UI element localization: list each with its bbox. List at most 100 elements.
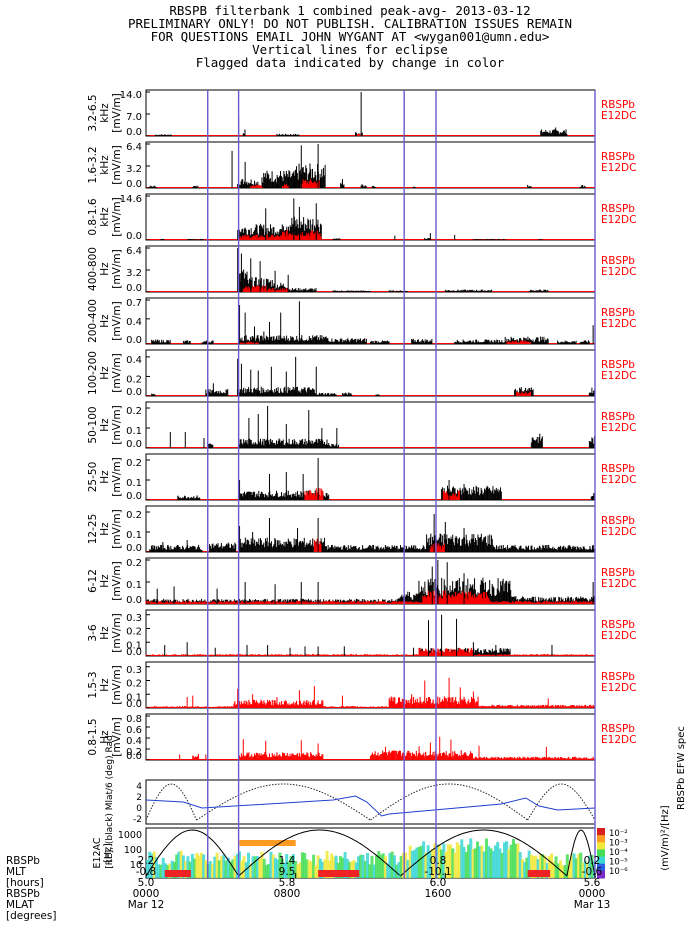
y-axis-label: Hz bbox=[99, 418, 111, 432]
panel-frame bbox=[145, 193, 596, 241]
y-tick-label: 3.2 bbox=[126, 268, 142, 279]
instrument-label: E12DC bbox=[601, 162, 636, 174]
instrument-label: RBSPb bbox=[601, 567, 635, 579]
y-axis-label: [mV/m] bbox=[111, 145, 123, 184]
panel-frame bbox=[145, 557, 596, 605]
instrument-label: E12DC bbox=[601, 422, 636, 434]
y-tick-label: 0.2 bbox=[126, 510, 142, 521]
y-axis-label: 200-400 bbox=[87, 299, 99, 343]
panel-frame bbox=[145, 609, 596, 657]
chart-note-flagged: Flagged data indicated by change in colo… bbox=[195, 55, 505, 70]
y-tick-label: 0.0 bbox=[126, 439, 142, 450]
instrument-label: RBSPb bbox=[601, 203, 635, 215]
y-axis-label: [mV/m] bbox=[111, 93, 123, 132]
y-axis-label: [mV/m] bbox=[111, 197, 123, 236]
y-tick-label: 0.2 bbox=[126, 406, 142, 417]
instrument-label: RBSPb bbox=[601, 99, 635, 111]
y-axis-label: 6-12 bbox=[87, 569, 99, 593]
y-tick-label: 7.0 bbox=[126, 112, 142, 123]
y-tick-label: 0.3 bbox=[126, 613, 142, 624]
panel-frame bbox=[145, 245, 596, 293]
y-axis-label: 50-100 bbox=[87, 406, 99, 443]
y-tick-label: 0.1 bbox=[126, 580, 142, 591]
y-tick-label: 3.2 bbox=[126, 164, 142, 175]
instrument-label: RBSPb bbox=[601, 619, 635, 631]
y-axis-label: Hz bbox=[99, 522, 111, 536]
y-axis-label: [mV/m] bbox=[111, 457, 123, 496]
y-tick-label: 0.1 bbox=[126, 478, 142, 489]
y-tick-label: 0.2 bbox=[126, 627, 142, 638]
y-axis-label: Hz bbox=[99, 470, 111, 484]
instrument-label: E12DC bbox=[601, 266, 636, 278]
instrument-label: E12DC bbox=[601, 370, 636, 382]
y-axis-label: [mV/m] bbox=[111, 509, 123, 548]
y-tick-label: 0.1 bbox=[126, 640, 142, 651]
y-tick-label: 0.0 bbox=[126, 179, 142, 190]
instrument-label: E12DC bbox=[601, 474, 636, 486]
y-tick-label: 0.0 bbox=[126, 543, 142, 554]
y-tick-label: 0.1 bbox=[126, 530, 142, 541]
y-axis-label: 100-200 bbox=[87, 351, 99, 395]
panel-frame bbox=[145, 401, 596, 449]
y-tick-label: 0.4 bbox=[126, 317, 142, 328]
instrument-label: E12DC bbox=[601, 214, 636, 226]
y-axis-label: kHz bbox=[99, 155, 111, 175]
instrument-label: E12DC bbox=[601, 318, 636, 330]
instrument-label: E12DC bbox=[601, 110, 636, 122]
y-tick-label: 0.0 bbox=[126, 231, 142, 242]
y-axis-label: Hz bbox=[99, 366, 111, 380]
instrument-label: RBSPb bbox=[601, 307, 635, 319]
y-tick-label: 0.2 bbox=[126, 374, 142, 385]
y-tick-label: 0.0 bbox=[126, 335, 142, 346]
y-tick-label: 0.7 bbox=[126, 298, 142, 309]
y-tick-label: 0.1 bbox=[126, 426, 142, 437]
y-axis-label: [mV/m] bbox=[111, 561, 123, 600]
y-axis-label: 1.6-3.2 bbox=[87, 146, 99, 183]
y-tick-label: 0.2 bbox=[126, 558, 142, 569]
y-axis-label: Hz bbox=[99, 626, 111, 640]
y-tick-label: 0.2 bbox=[126, 458, 142, 469]
y-tick-label: 0.0 bbox=[126, 127, 142, 138]
y-axis-label: 3.2-6.5 bbox=[87, 94, 99, 131]
y-tick-label: 0.0 bbox=[126, 595, 142, 606]
y-tick-label: 0.4 bbox=[126, 355, 142, 366]
y-axis-label: 25-50 bbox=[87, 462, 99, 493]
y-axis-label: [mV/m] bbox=[111, 301, 123, 340]
y-tick-label: 0.0 bbox=[126, 491, 142, 502]
y-axis-label: 12-25 bbox=[87, 514, 99, 545]
chart-contact: FOR QUESTIONS EMAIL JOHN WYGANT AT <wyga… bbox=[150, 29, 550, 44]
panel-frame bbox=[145, 661, 596, 709]
y-tick-label: 6.4 bbox=[126, 142, 142, 153]
chart-warning: PRELIMINARY ONLY! DO NOT PUBLISH. CALIBR… bbox=[127, 16, 572, 31]
y-axis-label: Hz bbox=[99, 314, 111, 328]
y-axis-label: 400-800 bbox=[87, 247, 99, 291]
chart-header: RBSPB filterbank 1 combined peak-avg- 20… bbox=[0, 4, 700, 69]
y-tick-label: 14.6 bbox=[120, 194, 142, 205]
instrument-label: RBSPb bbox=[601, 359, 635, 371]
panel-frame bbox=[145, 453, 596, 501]
y-axis-label: [mV/m] bbox=[111, 353, 123, 392]
y-axis-label: Hz bbox=[99, 574, 111, 588]
instrument-label: RBSPb bbox=[601, 151, 635, 163]
y-tick-label: 0.0 bbox=[126, 647, 142, 658]
instrument-label: E12DC bbox=[601, 578, 636, 590]
instrument-label: E12DC bbox=[601, 526, 636, 538]
chart-title: RBSPB filterbank 1 combined peak-avg- 20… bbox=[169, 3, 531, 18]
y-axis-label: [mV/m] bbox=[111, 613, 123, 652]
instrument-label: RBSPb bbox=[601, 411, 635, 423]
instrument-label: E12DC bbox=[601, 630, 636, 642]
y-tick-label: 0.0 bbox=[126, 283, 142, 294]
y-axis-label: [mV/m] bbox=[111, 249, 123, 288]
panel-frame bbox=[145, 141, 596, 189]
y-tick-label: 14.0 bbox=[120, 90, 142, 101]
y-tick-label: 6.4 bbox=[126, 246, 142, 257]
chart-note-eclipse: Vertical lines for eclipse bbox=[252, 42, 448, 57]
y-axis-label: kHz bbox=[99, 207, 111, 227]
y-axis-label: [mV/m] bbox=[111, 405, 123, 444]
y-axis-label: Hz bbox=[99, 262, 111, 276]
y-axis-label: 0.8-1.6 bbox=[87, 198, 99, 236]
instrument-label: RBSPb bbox=[601, 463, 635, 475]
y-axis-label: 3-6 bbox=[87, 624, 99, 641]
panel-frame bbox=[145, 89, 596, 137]
